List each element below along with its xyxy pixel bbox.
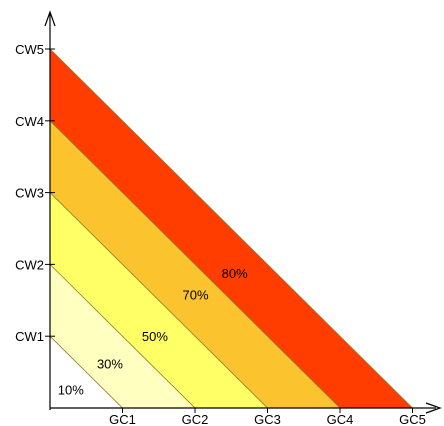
zone-label-80pct: 80%: [222, 266, 248, 281]
x-tick-label: GC2: [182, 412, 209, 426]
y-axis-arrow: [44, 10, 56, 27]
x-axis-arrow: [425, 402, 442, 414]
zone-label-50pct: 50%: [142, 329, 168, 344]
axes: [44, 10, 442, 414]
y-tick-label: CW3: [15, 186, 44, 201]
zone-label-10pct: 10%: [58, 382, 84, 397]
axis-ticks: GC1 GC2 GC3 GC4 GC5 CW1 CW2 CW3 CW4 CW5: [15, 42, 426, 426]
y-tick-label: CW5: [15, 42, 44, 57]
zone-label-30pct: 30%: [97, 356, 123, 371]
x-tick-label: GC4: [327, 412, 354, 426]
zone-labels: 10% 30% 50% 70% 80%: [58, 266, 248, 397]
x-tick-label: GC1: [109, 412, 136, 426]
x-tick-label: GC3: [254, 412, 281, 426]
y-tick-label: CW1: [15, 329, 44, 344]
zone-bands: [49, 48, 414, 409]
zone-label-70pct: 70%: [183, 288, 209, 303]
y-tick-label: CW4: [15, 114, 44, 129]
y-tick-label: CW2: [15, 257, 44, 272]
x-tick-label: GC5: [399, 412, 426, 426]
